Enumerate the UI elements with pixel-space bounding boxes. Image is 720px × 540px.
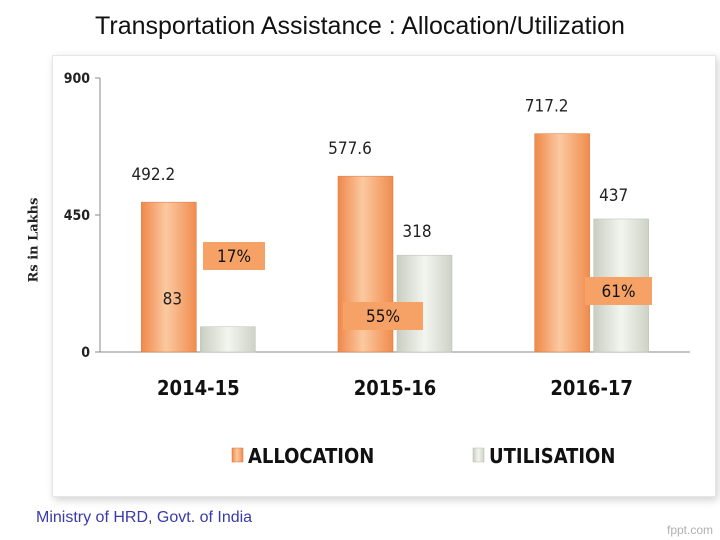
- x-tick-label: 2014-15: [157, 376, 240, 400]
- data-label-allocation: 577.6: [328, 139, 372, 159]
- utilization-percent-box: [343, 302, 423, 330]
- slide-title: Transportation Assistance : Allocation/U…: [95, 12, 625, 40]
- bar-allocation-2014-15: [141, 201, 197, 353]
- data-label-utilisation: 437: [599, 186, 628, 206]
- data-label-utilisation: 83: [163, 290, 182, 310]
- legend-swatch-utilisation: [472, 447, 485, 463]
- data-label-allocation: 717.2: [525, 97, 569, 117]
- legend-label: ALLOCATION: [248, 444, 374, 468]
- legend-swatch-allocation: [231, 447, 244, 463]
- data-label-allocation: 492.2: [131, 165, 175, 185]
- y-tick-label: 900: [64, 71, 91, 87]
- x-tick-label: 2016-17: [550, 376, 633, 400]
- footer-text: Ministry of HRD, Govt. of India: [36, 509, 253, 526]
- legend-label: UTILISATION: [489, 444, 615, 468]
- utilization-percent-box: [585, 277, 652, 305]
- y-tick-label: 450: [64, 208, 91, 224]
- utilization-percent-label: 17%: [217, 247, 251, 267]
- y-tick-label: 0: [81, 345, 90, 361]
- watermark: fppt.com: [667, 523, 714, 537]
- x-tick-label: 2015-16: [354, 376, 437, 400]
- bar-utilisation-2014-15: [200, 326, 256, 353]
- utilization-percent-box: [203, 242, 265, 270]
- utilization-percent-label: 55%: [366, 307, 400, 327]
- data-label-utilisation: 318: [402, 222, 431, 242]
- utilization-percent-label: 61%: [602, 282, 636, 302]
- bar-allocation-2016-17: [534, 133, 590, 353]
